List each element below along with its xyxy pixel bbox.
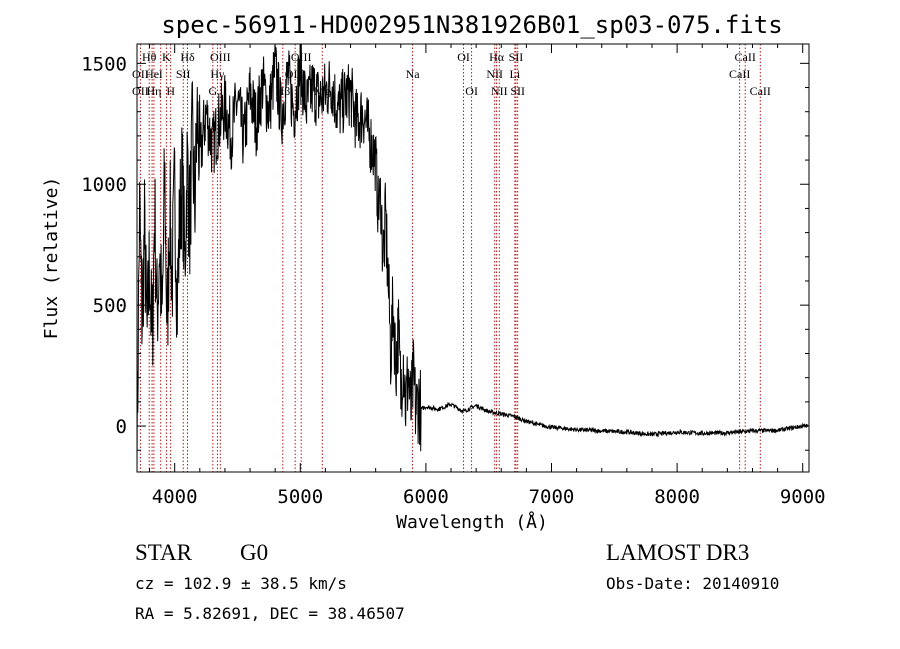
line-marker-label: Hθ — [142, 50, 157, 64]
line-marker-label: OI — [457, 50, 470, 64]
y-axis-label: Flux (relative) — [41, 177, 62, 340]
x-tick-label: 4000 — [152, 486, 198, 508]
line-marker-label: OI — [465, 84, 478, 98]
line-marker-label: CaII — [735, 50, 756, 64]
line-marker-label: Hα — [489, 50, 505, 64]
spectrum-line — [136, 43, 809, 473]
line-marker-label: OII — [132, 67, 149, 81]
x-tick-label: 9000 — [780, 486, 826, 508]
object-class: STAR — [135, 540, 193, 565]
line-marker-label: I — [159, 67, 163, 81]
line-marker-label: CaII — [729, 67, 750, 81]
line-marker-label: H — [166, 84, 175, 98]
y-tick-label: 500 — [93, 295, 127, 317]
line-marker-label: NII — [491, 84, 508, 98]
x-axis-label: Wavelength (Å) — [396, 511, 548, 533]
line-marker-label: Na — [406, 67, 421, 81]
y-tick-label: 1000 — [81, 174, 127, 196]
x-tick-label: 6000 — [403, 486, 449, 508]
line-marker-label: SII — [176, 67, 191, 81]
object-subclass: G0 — [240, 540, 268, 565]
line-marker-label: CaII — [750, 84, 771, 98]
line-marker-label: G — [209, 84, 218, 98]
survey-name: LAMOST DR3 — [606, 540, 749, 565]
y-tick-label: 1500 — [81, 53, 127, 75]
line-marker-label: SII — [509, 50, 524, 64]
line-marker-label: NII — [486, 67, 503, 81]
line-marker-label: He — [145, 67, 159, 81]
line-marker-label: OIII — [210, 50, 231, 64]
coordinates: RA = 5.82691, DEC = 38.46507 — [135, 604, 405, 623]
x-tick-label: 5000 — [277, 486, 323, 508]
y-axis: 0 500 1000 1500 — [81, 53, 809, 451]
y-tick-label: 0 — [116, 416, 127, 438]
line-marker-label: Hδ — [180, 50, 195, 64]
plot-frame — [136, 43, 810, 473]
line-marker-label: SII — [510, 84, 525, 98]
redshift-text: cz = 102.9 ± 38.5 km/s — [135, 574, 347, 593]
line-marker-label: Li — [509, 67, 520, 81]
line-marker-label: Hγ — [210, 67, 225, 81]
obs-date: Obs-Date: 20140910 — [606, 574, 779, 593]
line-marker-label: Hη — [146, 84, 161, 98]
x-tick-label: 7000 — [529, 486, 575, 508]
line-marker-label: OII — [132, 84, 149, 98]
x-tick-label: 8000 — [654, 486, 700, 508]
x-axis: 4000 5000 6000 7000 8000 9000 — [149, 44, 826, 508]
line-marker-label: K — [162, 50, 171, 64]
chart-title: spec-56911-HD002951N381926B01_sp03-075.f… — [161, 11, 782, 39]
